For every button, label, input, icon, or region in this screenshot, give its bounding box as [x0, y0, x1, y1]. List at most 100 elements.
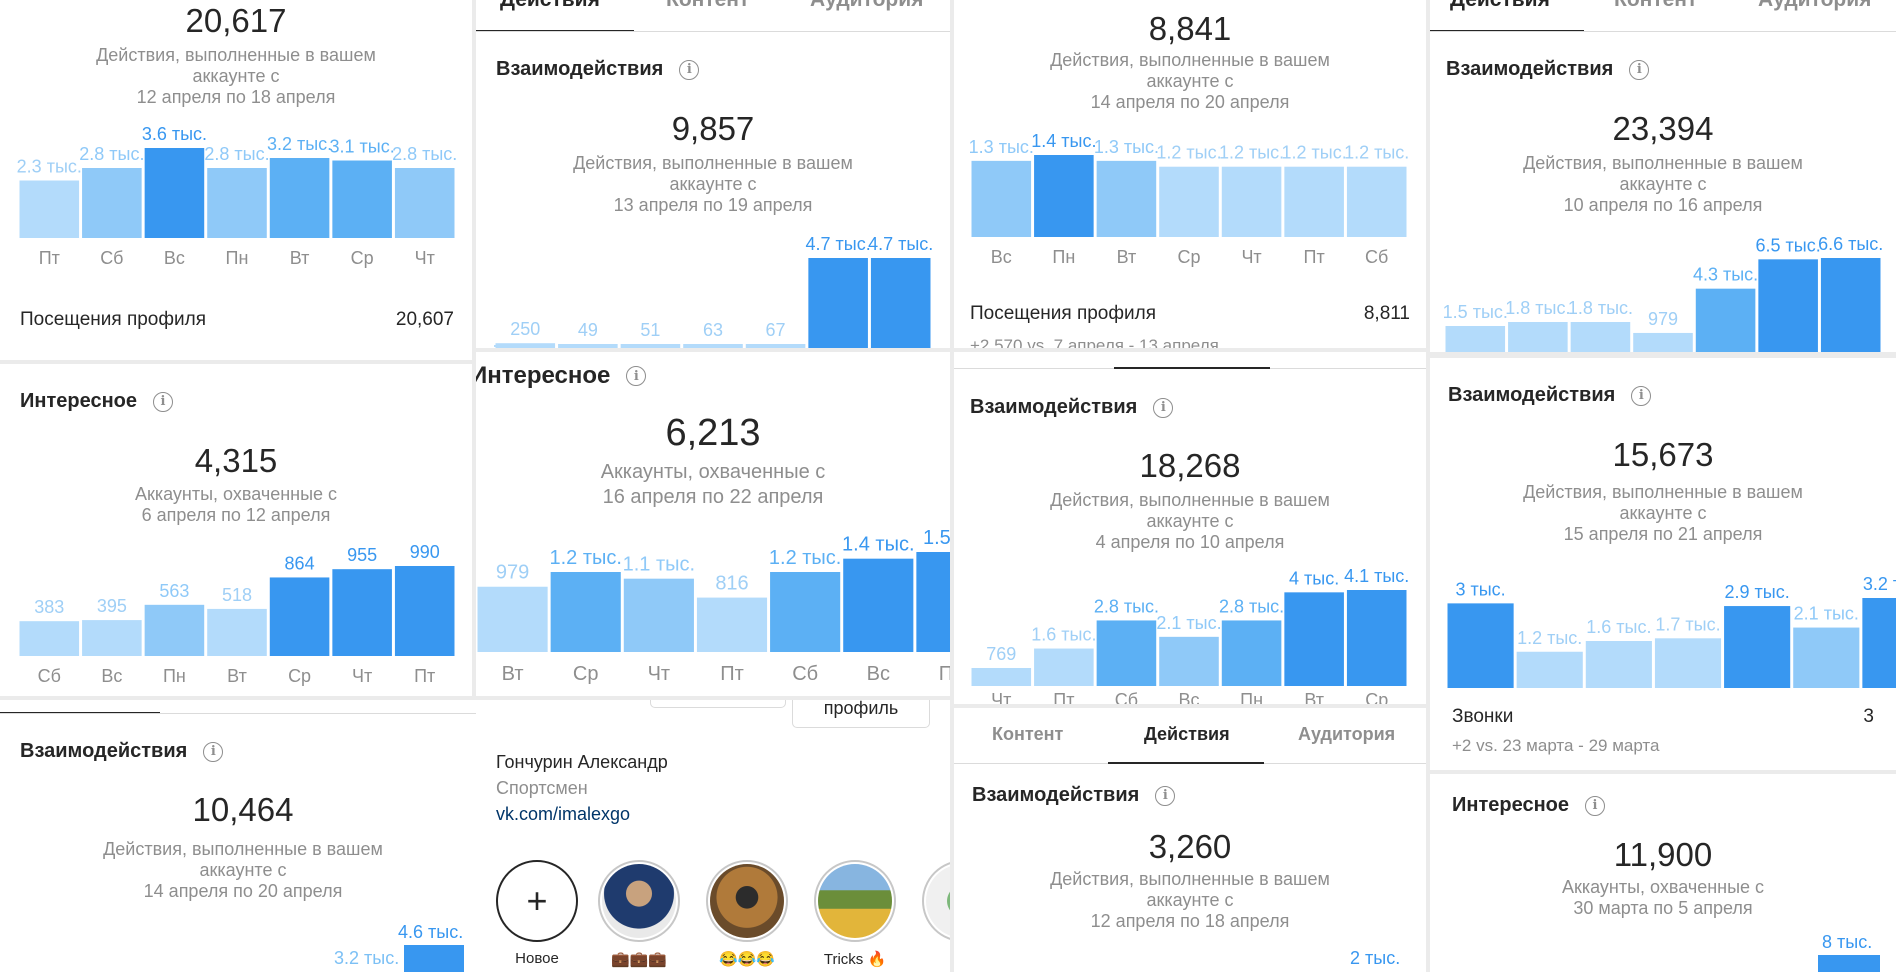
info-icon[interactable]: i: [153, 391, 173, 412]
chart-bar[interactable]: [1758, 259, 1818, 352]
chart-bar[interactable]: [696, 597, 768, 652]
category-label: Пт: [1053, 690, 1074, 704]
chart-bar[interactable]: [1034, 155, 1094, 237]
info-icon[interactable]: i: [1155, 785, 1176, 806]
chart-bar[interactable]: [1346, 590, 1407, 686]
chart-bar[interactable]: [1221, 620, 1282, 686]
chart-bar[interactable]: [1221, 166, 1282, 237]
chart-bar[interactable]: [1570, 322, 1631, 352]
chart-bar[interactable]: [19, 180, 80, 239]
chart-bar[interactable]: [1096, 160, 1157, 237]
chart-bar[interactable]: [477, 586, 548, 652]
chart-bar[interactable]: [1034, 648, 1094, 686]
story-new[interactable]: + Новое: [496, 860, 578, 967]
chart-bar[interactable]: [1793, 627, 1860, 688]
chart-bar[interactable]: [144, 148, 205, 238]
chart-bar[interactable]: [394, 566, 455, 656]
category-label: Вт: [502, 663, 524, 685]
chart-bar[interactable]: [808, 258, 868, 348]
chart-bar[interactable]: [550, 572, 621, 652]
category-label: Пн: [163, 666, 186, 686]
bar-value-label: 4.7 тыс.: [868, 234, 933, 254]
chart-bar[interactable]: [1820, 258, 1881, 352]
chart-baseline: [494, 345, 554, 347]
bar-chart: 769 Чт 1.6 тыс. Пт 2.8 тыс. Сб 2.1 тыс. Вс 2.8 т…: [971, 566, 1409, 704]
info-icon[interactable]: i: [1629, 59, 1650, 80]
chart-bar[interactable]: [1654, 638, 1722, 688]
tab-content[interactable]: Контент: [992, 724, 1064, 744]
info-icon[interactable]: i: [1631, 385, 1652, 406]
chart-bar[interactable]: [144, 604, 205, 656]
info-icon[interactable]: i: [679, 59, 700, 80]
chart-bar[interactable]: [1284, 166, 1344, 237]
chart-bar[interactable]: [332, 569, 392, 656]
tab-audience[interactable]: Аудитория: [810, 0, 923, 12]
profile-link[interactable]: vk.com/imalexgo: [496, 804, 631, 824]
chart-bar[interactable]: [770, 572, 841, 652]
tab-actions[interactable]: Действия: [1450, 0, 1550, 12]
bar-value-label: 769: [986, 644, 1016, 664]
chart-bar[interactable]: [19, 621, 80, 656]
tab-content[interactable]: Контент: [666, 0, 749, 12]
chart-bar[interactable]: [332, 160, 392, 239]
chart-bar[interactable]: [82, 168, 142, 238]
chart-bar[interactable]: [683, 344, 743, 348]
bar-value-label: 2.8 тыс.: [392, 144, 457, 164]
tab-actions[interactable]: Действия: [1144, 724, 1230, 744]
chart-bar[interactable]: [1724, 606, 1791, 688]
chart-bar[interactable]: [1862, 598, 1896, 688]
chart-bar[interactable]: [623, 578, 694, 652]
bar-value-label: 1.2 тыс.: [1344, 143, 1409, 163]
chart-bar[interactable]: [269, 158, 330, 238]
category-label: Вс: [164, 248, 185, 268]
tab-underline: [1108, 762, 1264, 764]
tab-actions[interactable]: Действия: [500, 0, 600, 12]
chart-bar[interactable]: [1445, 326, 1506, 352]
chart-bar[interactable]: [1585, 641, 1652, 688]
chart-bar[interactable]: [207, 168, 267, 238]
chart-bar[interactable]: [916, 552, 950, 652]
chart-bar[interactable]: [1096, 620, 1157, 686]
chart-bar[interactable]: [1159, 636, 1219, 686]
profile-visits-value: 8,811: [1363, 303, 1410, 324]
chart-bar[interactable]: [394, 168, 455, 238]
chart-bar[interactable]: [1516, 651, 1583, 688]
chart-bar[interactable]: [1447, 603, 1514, 688]
bar-value-label: 1.5 тыс.: [1443, 302, 1508, 322]
chart-bar[interactable]: [82, 620, 142, 656]
bar-value-label: 3.2 тыс.: [1863, 574, 1896, 594]
chart-bar[interactable]: [269, 577, 330, 656]
chart-bar[interactable]: [1159, 166, 1219, 237]
chart-bar[interactable]: [1633, 332, 1693, 352]
chart-bar[interactable]: [971, 160, 1032, 237]
tab-audience[interactable]: Аудитория: [1758, 0, 1871, 12]
bar-value-label: 1.7 тыс.: [1655, 614, 1720, 634]
chart-bar[interactable]: [1346, 166, 1407, 237]
chart-bar[interactable]: [1695, 288, 1756, 352]
chart-bar[interactable]: [620, 344, 681, 348]
period-description: Действия, выполненные в вашем аккаунте с…: [1050, 50, 1330, 112]
profile-top-button[interactable]: [650, 700, 786, 708]
promote-profile-button[interactable]: профиль: [792, 700, 930, 728]
chart-bar[interactable]: [971, 667, 1032, 686]
bar-value-label: 1.2 тыс.: [549, 547, 621, 569]
tab-audience[interactable]: Аудитория: [1298, 724, 1396, 744]
info-icon[interactable]: i: [1585, 795, 1605, 816]
story-highlight[interactable]: 😂😂😂: [706, 860, 788, 968]
bar-value-label: 955: [347, 545, 377, 565]
total-value: 23,394: [1612, 110, 1714, 147]
chart-bar[interactable]: [558, 344, 618, 348]
chart-bar[interactable]: [843, 558, 914, 652]
info-icon[interactable]: i: [1153, 397, 1174, 418]
chart-bar[interactable]: [745, 344, 806, 348]
info-icon[interactable]: i: [626, 366, 647, 386]
chart-bar[interactable]: [870, 258, 931, 348]
story-highlight[interactable]: 💼💼💼: [598, 860, 680, 968]
story-highlight[interactable]: Tricks 🔥: [814, 860, 896, 968]
chart-bar[interactable]: [1284, 592, 1344, 686]
chart-bar[interactable]: [1508, 322, 1568, 352]
info-icon[interactable]: i: [203, 741, 224, 762]
story-highlight[interactable]: ▮: [922, 860, 950, 968]
tab-content[interactable]: Контент: [1614, 0, 1697, 12]
chart-bar[interactable]: [207, 608, 267, 656]
